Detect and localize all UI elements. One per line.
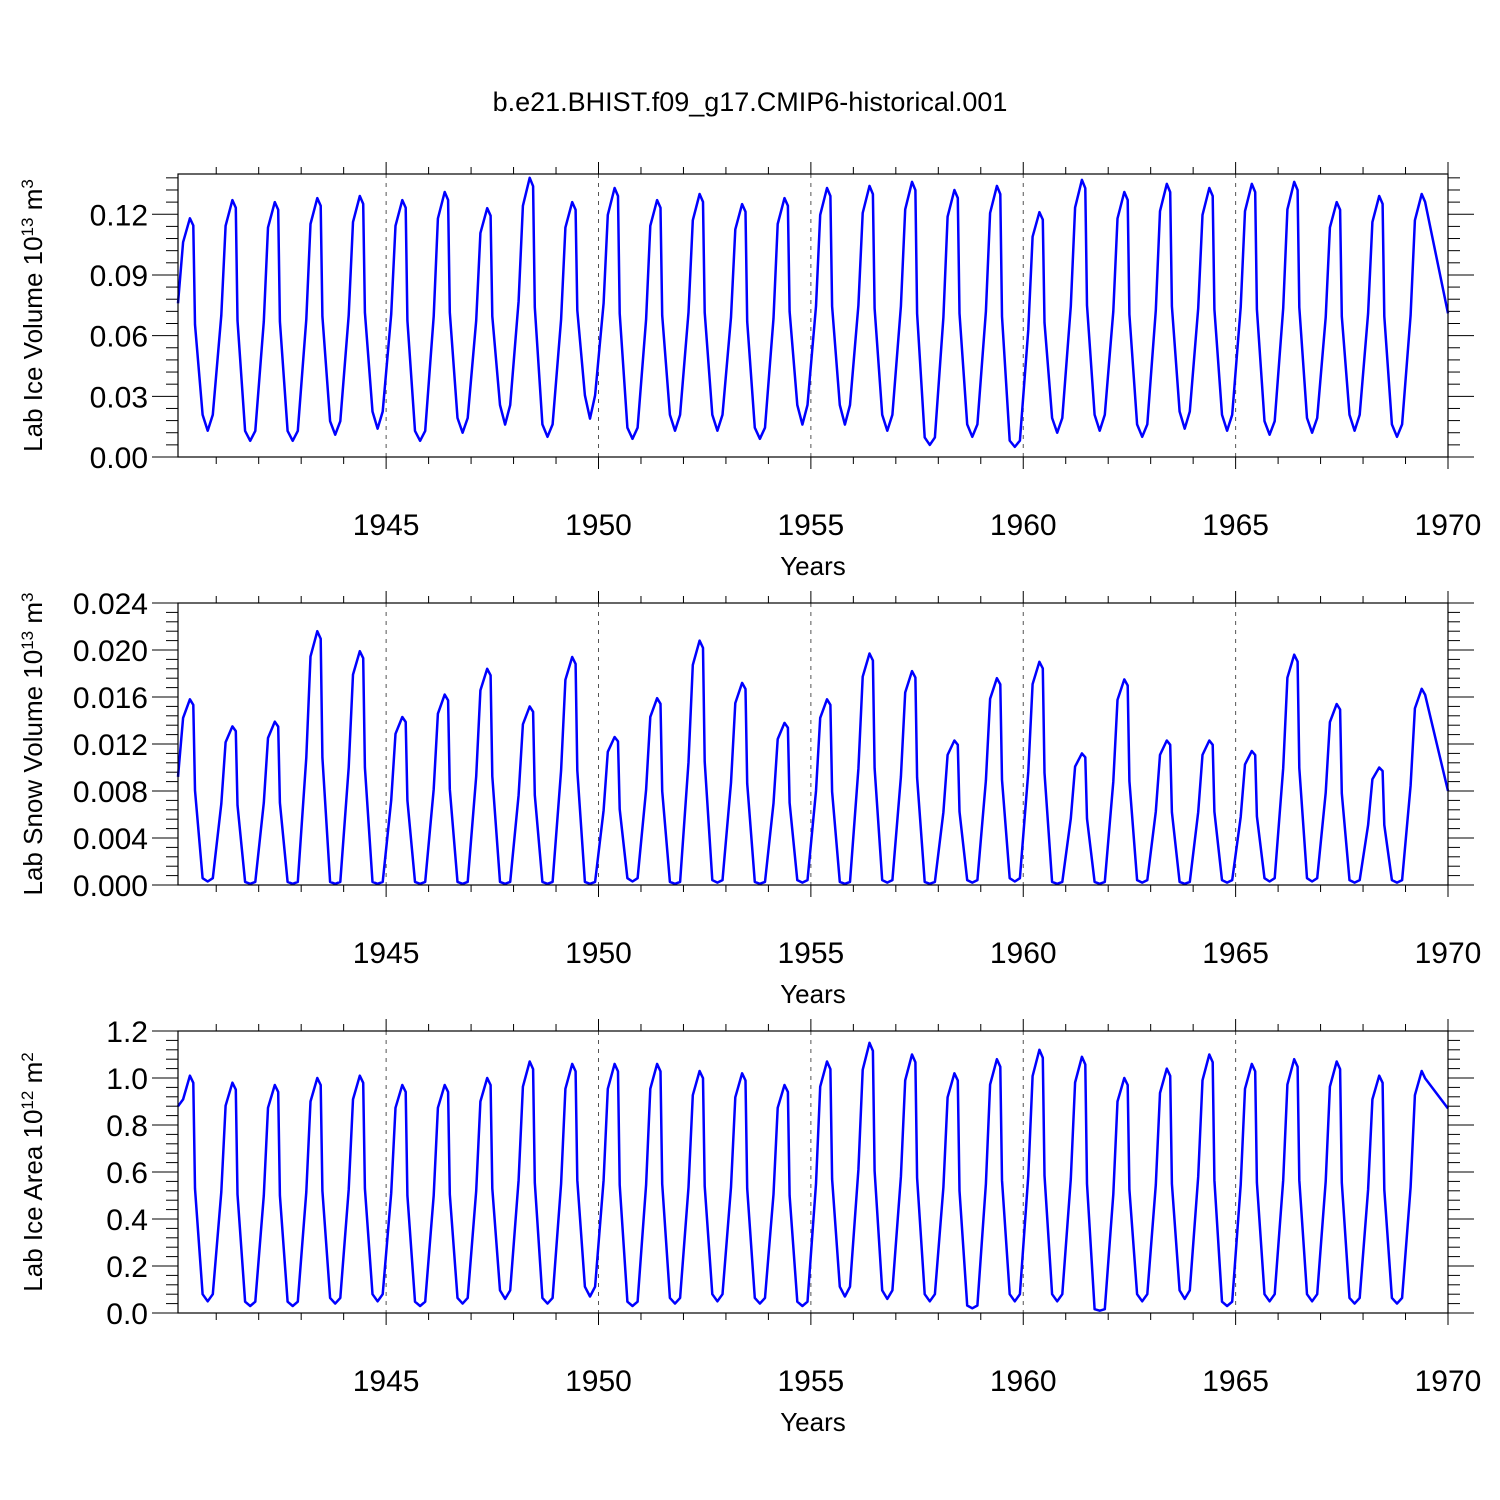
panel-1: 1945 1950 1955 1960 1965 1970 Years 0.00 0.03 0.0… [18, 162, 1482, 581]
plot-frame [177, 173, 1449, 458]
y-axis-label: Lab Snow Volume 1013 m3 [18, 592, 49, 895]
y-tick-label: 0.8 [106, 1110, 148, 1143]
x-tick-label: 1950 [565, 509, 632, 542]
x-axis-label: Years [780, 551, 846, 581]
x-tick-label: 1955 [778, 937, 845, 970]
y-tick-label: 0.024 [73, 588, 148, 621]
plot-frame [177, 1030, 1449, 1314]
y-axis-label-text: Lab Ice Volume 10 [18, 236, 48, 451]
y-tick-label: 0.12 [90, 199, 148, 232]
x-tick-label: 1955 [778, 1365, 845, 1398]
x-tick-label: 1945 [353, 937, 420, 970]
x-axis-label: Years [780, 979, 846, 1009]
y-axis-label-exponent: 3 [18, 179, 37, 188]
y-axis-label: Lab Ice Volume 1013 m3 [18, 179, 49, 452]
y-tick-label: 0.004 [73, 823, 148, 856]
y-tick-label: 0.00 [90, 442, 148, 475]
x-tick-label: 1950 [565, 937, 632, 970]
y-axis-label: Lab Ice Area 1012 m2 [18, 1052, 49, 1291]
x-tick-label: 1960 [990, 937, 1057, 970]
y-axis-label-text: m [18, 1062, 48, 1091]
y-tick-label: 0.008 [73, 776, 148, 809]
y-axis-label-text: Lab Snow Volume 10 [18, 650, 48, 896]
x-tick-label: 1970 [1415, 509, 1482, 542]
series-line [176, 629, 1450, 886]
y-axis-label-exponent: 12 [18, 1091, 37, 1110]
y-tick-label: 0.6 [106, 1157, 148, 1190]
y-axis-label-text: m [18, 602, 48, 631]
y-tick-label: 0.016 [73, 682, 148, 715]
chart-title: b.e21.BHIST.f09_g17.CMIP6-historical.001 [493, 87, 1008, 117]
y-axis-label-exponent: 13 [18, 631, 37, 650]
y-tick-label: 0.09 [90, 260, 148, 293]
y-tick-label: 0.000 [73, 870, 148, 903]
y-axis-label-exponent: 2 [18, 1052, 37, 1061]
series-line [177, 1041, 1449, 1312]
x-tick-label: 1970 [1415, 937, 1482, 970]
y-tick-label: 0.03 [90, 381, 148, 414]
y-tick-label: 0.0 [106, 1298, 148, 1331]
y-axis-label-exponent: 13 [18, 218, 37, 237]
y-tick-label: 0.06 [90, 321, 148, 354]
y-tick-label: 0.012 [73, 729, 148, 762]
plot-frame [177, 602, 1449, 886]
y-tick-label: 0.4 [106, 1204, 148, 1237]
panel-2: 1945 1950 1955 1960 1965 1970 Years 0.000 0.004 0… [18, 588, 1482, 1009]
x-tick-label: 1955 [778, 509, 845, 542]
y-tick-label: 0.2 [106, 1251, 148, 1284]
panel-3: 1945 1950 1955 1960 1965 1970 Years 0.0 0.2 0.4 0.… [18, 1016, 1482, 1437]
y-axis-label-text: Lab Ice Area 10 [18, 1110, 48, 1292]
x-tick-label: 1960 [990, 1365, 1057, 1398]
x-tick-label: 1945 [353, 509, 420, 542]
y-axis-label-text: m [18, 189, 48, 218]
x-tick-label: 1945 [353, 1365, 420, 1398]
x-axis-label: Years [780, 1407, 846, 1437]
series-line [176, 176, 1450, 449]
y-tick-label: 1.2 [106, 1016, 148, 1049]
y-tick-label: 0.020 [73, 635, 148, 668]
x-tick-label: 1950 [565, 1365, 632, 1398]
y-axis-label-exponent: 3 [18, 592, 37, 601]
x-tick-label: 1965 [1202, 1365, 1269, 1398]
x-tick-label: 1965 [1202, 937, 1269, 970]
x-tick-label: 1960 [990, 509, 1057, 542]
x-tick-label: 1965 [1202, 509, 1269, 542]
x-tick-label: 1970 [1415, 1365, 1482, 1398]
y-tick-label: 1.0 [106, 1063, 148, 1096]
